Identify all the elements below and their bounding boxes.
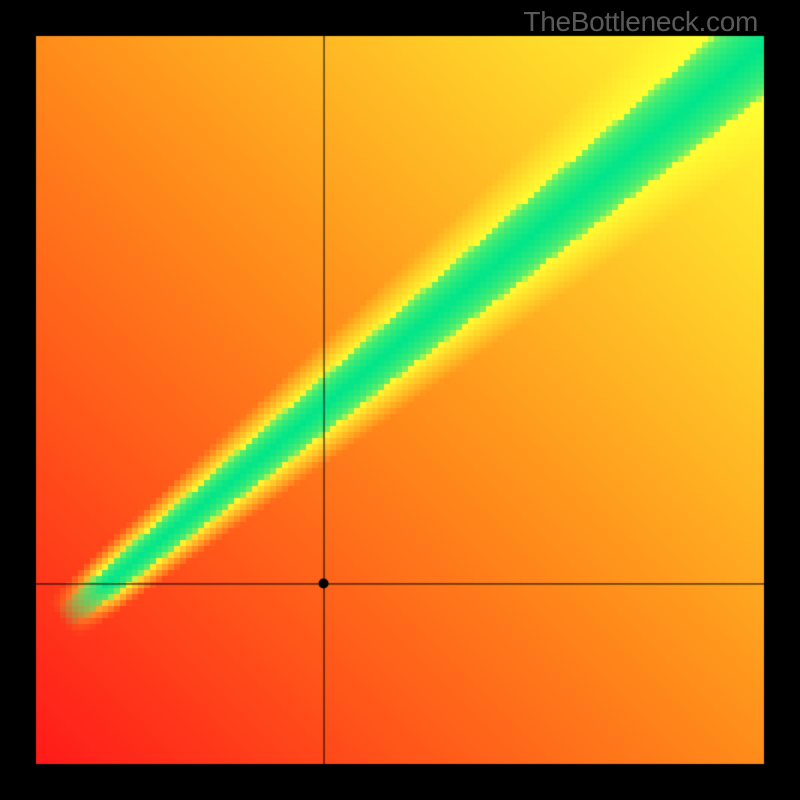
bottleneck-heatmap-canvas	[0, 0, 800, 800]
watermark-text: TheBottleneck.com	[523, 6, 758, 38]
chart-frame: TheBottleneck.com	[0, 0, 800, 800]
